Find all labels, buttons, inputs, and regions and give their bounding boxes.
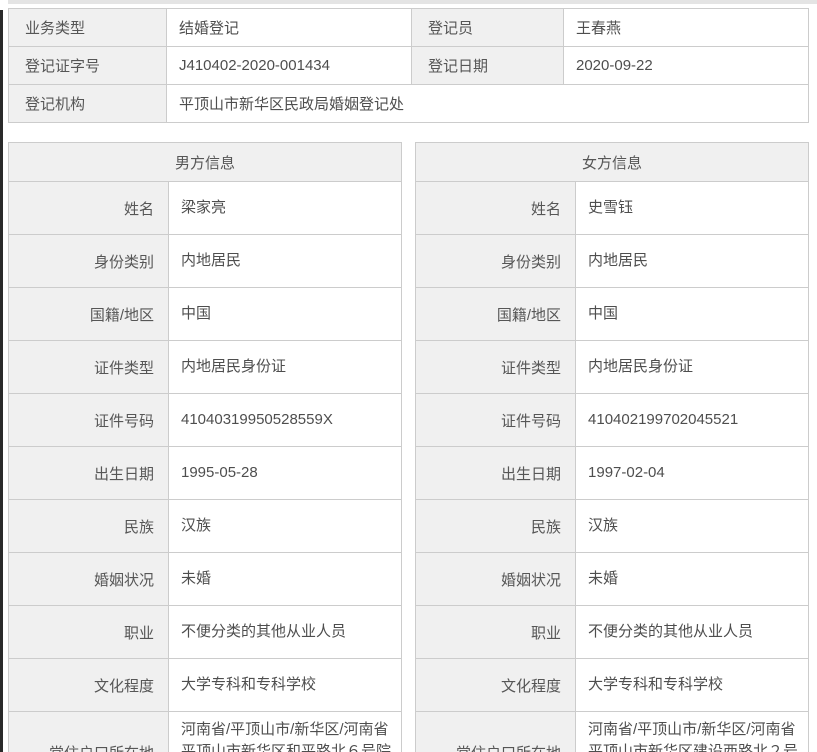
table-row: 职业 不便分类的其他从业人员: [8, 605, 403, 659]
female-info-table: 女方信息 姓名 史雪钰 身份类别 内地居民 国籍/地区 中国 证件类型 内地居民身份证 证件号码 4…: [415, 142, 810, 752]
field-value: 未婚: [167, 552, 403, 606]
party-tables: 男方信息 姓名 梁家亮 身份类别 内地居民 国籍/地区 中国 证件类型 内地居民身份证 证件号码 4…: [7, 142, 810, 752]
register-date-label: 登记日期: [411, 46, 564, 85]
table-row: 身份类别 内地居民: [8, 234, 403, 288]
field-value: 河南省/平顶山市/新华区/河南省平顶山市新华区和平路北６号院６号楼７２号: [167, 711, 403, 752]
registrar-label: 登记员: [411, 8, 564, 47]
field-label: 姓名: [8, 181, 169, 235]
field-value: 内地居民身份证: [167, 340, 403, 394]
table-row: 证件号码 410402199702045521: [415, 393, 810, 447]
field-label: 职业: [8, 605, 169, 659]
window-left-edge: [0, 10, 3, 752]
field-label: 证件号码: [415, 393, 577, 447]
field-label: 国籍/地区: [8, 287, 169, 341]
field-value: 汉族: [167, 499, 403, 553]
field-value: 大学专科和专科学校: [575, 658, 810, 712]
field-value: 中国: [167, 287, 403, 341]
agency-label: 登记机构: [8, 84, 167, 123]
table-row: 业务类型 结婚登记 登记员 王春燕: [8, 8, 809, 47]
field-value: 1997-02-04: [575, 446, 810, 500]
field-label: 身份类别: [8, 234, 169, 288]
party-header-row: 女方信息: [415, 142, 810, 182]
male-info-table: 男方信息 姓名 梁家亮 身份类别 内地居民 国籍/地区 中国 证件类型 内地居民身份证 证件号码 4…: [7, 142, 403, 752]
table-row: 姓名 梁家亮: [8, 181, 403, 235]
field-label: 出生日期: [415, 446, 577, 500]
field-value: 史雪钰: [575, 181, 810, 235]
register-date-value: 2020-09-22: [563, 46, 809, 85]
field-value: 未婚: [575, 552, 810, 606]
field-label: 身份类别: [415, 234, 577, 288]
field-value: 不便分类的其他从业人员: [167, 605, 403, 659]
table-row: 职业 不便分类的其他从业人员: [415, 605, 810, 659]
party-header-row: 男方信息: [7, 142, 403, 182]
table-row: 出生日期 1997-02-04: [415, 446, 810, 500]
field-value: 中国: [575, 287, 810, 341]
field-label: 文化程度: [415, 658, 577, 712]
field-label: 常住户口所在地: [415, 711, 577, 752]
table-row: 常住户口所在地河南省/平顶山市/新华区/河南省平顶山市新华区和平路北６号院６号楼…: [8, 711, 403, 752]
table-row: 证件类型 内地居民身份证: [415, 340, 810, 394]
table-row: 婚姻状况 未婚: [415, 552, 810, 606]
field-value: 不便分类的其他从业人员: [575, 605, 810, 659]
table-row: 民族 汉族: [8, 499, 403, 553]
field-label: 出生日期: [8, 446, 169, 500]
field-value: 内地居民: [167, 234, 403, 288]
field-label: 证件号码: [8, 393, 169, 447]
field-value: 内地居民身份证: [575, 340, 810, 394]
table-row: 婚姻状况 未婚: [8, 552, 403, 606]
certificate-no-value: J410402-2020-001434: [166, 46, 412, 85]
field-label: 民族: [8, 499, 169, 553]
field-label: 国籍/地区: [415, 287, 577, 341]
field-label: 证件类型: [415, 340, 577, 394]
field-label: 文化程度: [8, 658, 169, 712]
field-label: 证件类型: [8, 340, 169, 394]
field-label: 姓名: [415, 181, 577, 235]
party-title: 男方信息: [7, 142, 403, 182]
field-label: 民族: [415, 499, 577, 553]
agency-value: 平顶山市新华区民政局婚姻登记处: [166, 84, 809, 123]
window-top-edge: [8, 0, 817, 4]
field-label: 职业: [415, 605, 577, 659]
table-row: 文化程度 大学专科和专科学校: [8, 658, 403, 712]
table-row: 常住户口所在地河南省/平顶山市/新华区/河南省平顶山市新华区建设西路北２号院８号…: [415, 711, 810, 752]
field-value: 1995-05-28: [167, 446, 403, 500]
party-title: 女方信息: [415, 142, 810, 182]
table-row: 文化程度 大学专科和专科学校: [415, 658, 810, 712]
field-value: 内地居民: [575, 234, 810, 288]
table-row: 证件号码 41040319950528559X: [8, 393, 403, 447]
field-label: 婚姻状况: [8, 552, 169, 606]
business-type-label: 业务类型: [8, 8, 167, 47]
registrar-value: 王春燕: [563, 8, 809, 47]
table-row: 登记机构 平顶山市新华区民政局婚姻登记处: [8, 84, 809, 123]
field-value: 河南省/平顶山市/新华区/河南省平顶山市新华区建设西路北２号院８号楼１５号: [575, 711, 810, 752]
table-row: 国籍/地区 中国: [8, 287, 403, 341]
table-row: 民族 汉族: [415, 499, 810, 553]
field-value: 梁家亮: [167, 181, 403, 235]
field-label: 婚姻状况: [415, 552, 577, 606]
field-value: 汉族: [575, 499, 810, 553]
field-value: 410402199702045521: [575, 393, 810, 447]
table-row: 证件类型 内地居民身份证: [8, 340, 403, 394]
field-value: 41040319950528559X: [167, 393, 403, 447]
table-row: 身份类别 内地居民: [415, 234, 810, 288]
business-type-value: 结婚登记: [166, 8, 412, 47]
table-row: 登记证字号 J410402-2020-001434 登记日期 2020-09-2…: [8, 46, 809, 85]
field-label: 常住户口所在地: [8, 711, 169, 752]
registration-summary-table: 业务类型 结婚登记 登记员 王春燕 登记证字号 J410402-2020-001…: [8, 8, 809, 123]
table-row: 姓名 史雪钰: [415, 181, 810, 235]
table-row: 国籍/地区 中国: [415, 287, 810, 341]
field-value: 大学专科和专科学校: [167, 658, 403, 712]
table-row: 出生日期 1995-05-28: [8, 446, 403, 500]
certificate-no-label: 登记证字号: [8, 46, 167, 85]
